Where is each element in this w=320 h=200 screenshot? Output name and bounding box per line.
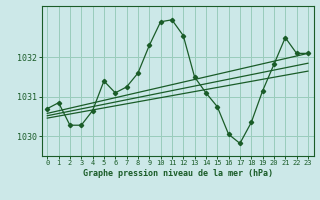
X-axis label: Graphe pression niveau de la mer (hPa): Graphe pression niveau de la mer (hPa)	[83, 169, 273, 178]
